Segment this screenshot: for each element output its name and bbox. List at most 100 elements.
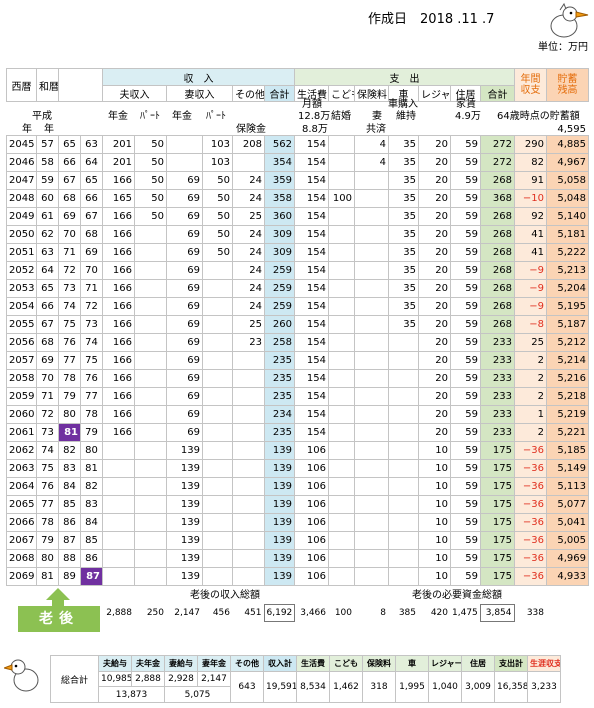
cell: −36 <box>514 513 547 532</box>
cell: 154 <box>294 405 329 424</box>
cell: 20 <box>418 171 451 190</box>
cell: 10 <box>418 495 451 514</box>
cell <box>328 387 355 406</box>
row: 2048 60 68 66 165 50 69 50 24 358 154 100 35 20 59 368−… <box>6 189 589 208</box>
cell: 258 <box>264 333 295 352</box>
cell: 4,969 <box>546 549 589 568</box>
note: 年 <box>44 124 54 135</box>
note: 妻 <box>372 111 382 122</box>
cell <box>232 495 265 514</box>
cell: 20 <box>418 153 451 172</box>
row: 2069 81 89 87 139 139 106 10 59 175 −36 4,933 <box>6 567 589 586</box>
head-cell: 支 出 <box>294 68 516 86</box>
cell: 59 <box>450 171 481 190</box>
cell: 75 <box>58 315 81 334</box>
cell: 20 <box>418 387 451 406</box>
cell <box>354 477 389 496</box>
cell: 233 <box>480 387 515 406</box>
cell <box>232 549 265 568</box>
cell: 50 <box>202 171 233 190</box>
cell: 35 <box>388 207 419 226</box>
cell: 139 <box>166 477 203 496</box>
cell: 166 <box>102 243 135 262</box>
cell <box>202 423 233 442</box>
summary-header: 支出計 <box>494 655 528 672</box>
cell: 69 <box>166 387 203 406</box>
cell: 24 <box>232 171 265 190</box>
note: 年金 <box>172 111 192 122</box>
row: 2055 67 75 73 166 69 25 260 154 35 20 59 268 −8 5,187 <box>6 315 589 334</box>
cell: 59 <box>450 279 481 298</box>
cell: 2066 <box>6 513 37 532</box>
cell <box>328 315 355 334</box>
cell: 154 <box>294 243 329 262</box>
cell: 72 <box>36 405 59 424</box>
cell <box>202 279 233 298</box>
cell: 208 <box>232 135 265 154</box>
cell: 76 <box>80 369 103 388</box>
cell <box>388 459 419 478</box>
summary-cell: 3,009 <box>461 671 495 703</box>
cell: 20 <box>418 333 451 352</box>
cell: 139 <box>166 441 203 460</box>
cell: 2061 <box>6 423 37 442</box>
summary-cell: 16,358 <box>494 671 528 703</box>
cell: 4,933 <box>546 567 589 586</box>
cell: 24 <box>232 261 265 280</box>
cell <box>328 243 355 262</box>
cell: 103 <box>202 135 233 154</box>
cell <box>232 477 265 496</box>
row: 2065 77 85 83 139 139 106 10 59 175 −36 5,077 <box>6 495 589 514</box>
cell: 175 <box>480 495 515 514</box>
total-cell: 8 <box>380 608 386 618</box>
cell: 268 <box>480 279 515 298</box>
cell: 23 <box>232 333 265 352</box>
cell: 175 <box>480 567 515 586</box>
cell: −9 <box>514 297 547 316</box>
cell <box>328 333 355 352</box>
cell: 2062 <box>6 441 37 460</box>
cell: 268 <box>480 297 515 316</box>
summary-header: その他 <box>230 655 264 672</box>
cell: 25 <box>514 333 547 352</box>
created: 作成日 2018 .11 .7 <box>368 12 494 28</box>
cell <box>202 567 233 586</box>
cell <box>202 369 233 388</box>
cell: 2052 <box>6 261 37 280</box>
summary-header: 生活費 <box>296 655 330 672</box>
summary-table: 総合計 夫給与 夫年金 妻給与 妻年金 その他 収入計 生活費 こども 保険料車レジャー 住居 支出計… <box>50 655 561 703</box>
cell: 85 <box>58 495 81 514</box>
cell <box>354 567 389 586</box>
note: 保険金 <box>236 124 266 135</box>
cell: 166 <box>102 279 135 298</box>
cell: 139 <box>264 567 295 586</box>
cell: 268 <box>480 225 515 244</box>
cell: 35 <box>388 315 419 334</box>
cell <box>134 495 167 514</box>
cell: 139 <box>264 513 295 532</box>
cell: 259 <box>264 279 295 298</box>
cell: 5,212 <box>546 333 589 352</box>
cell: 175 <box>480 477 515 496</box>
cell <box>102 477 135 496</box>
cell: 87 <box>80 567 103 586</box>
row: 2053 65 73 71 166 69 24 259 154 35 20 59 268 −9 5,204 <box>6 279 589 298</box>
cell <box>328 423 355 442</box>
cell: 5,113 <box>546 477 589 496</box>
cell <box>328 225 355 244</box>
cell <box>388 477 419 496</box>
cell: 5,187 <box>546 315 589 334</box>
summary-cell: 3,233 <box>527 671 561 703</box>
note: 家賃 <box>456 99 476 110</box>
row: 2058 70 78 76 166 69 235 154 20 59 233 2 5,216 <box>6 369 589 388</box>
cell: 59 <box>450 423 481 442</box>
cell: 268 <box>480 243 515 262</box>
cell <box>202 315 233 334</box>
cell <box>328 531 355 550</box>
cell: 1 <box>514 405 547 424</box>
cell: 82 <box>514 153 547 172</box>
cell: 235 <box>264 387 295 406</box>
total-cell: 100 <box>334 608 352 618</box>
cell <box>166 153 203 172</box>
row: 2046 58 66 64 201 50 103 354 154 4 35 20 59 272 82 4,96… <box>6 153 589 172</box>
